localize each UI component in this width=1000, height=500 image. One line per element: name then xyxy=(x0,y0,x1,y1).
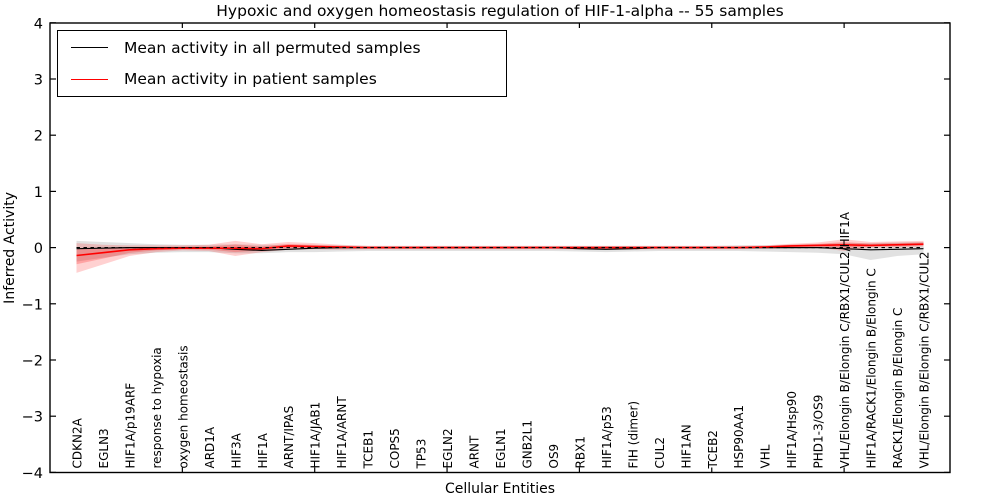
x-category-label: HIF1A/p53 xyxy=(600,406,614,468)
x-category-label: TCEB2 xyxy=(706,430,720,469)
x-category-label: EGLN1 xyxy=(494,428,508,468)
x-category-label: PHD1-3/OS9 xyxy=(812,395,826,469)
chart-title: Hypoxic and oxygen homeostasis regulatio… xyxy=(216,2,784,20)
y-tick-label: 4 xyxy=(34,16,43,32)
legend-item-patient: Mean activity in patient samples xyxy=(58,64,506,94)
y-axis-label-wrap: Inferred Activity xyxy=(1,23,19,473)
patient-mean-line xyxy=(76,243,924,257)
patient-line-swatch xyxy=(71,78,108,80)
patient-range-band xyxy=(76,239,924,273)
x-category-label: HIF1A/RACK1/Elongin B/Elongin C xyxy=(865,268,879,468)
x-category-label: HIF1A/p19ARF xyxy=(123,383,137,469)
x-category-label: VHL/Elongin B/Elongin C/RBX1/CUL2 xyxy=(918,251,932,468)
x-category-label: HIF1A/ARNT xyxy=(335,396,349,469)
legend-label-permuted: Mean activity in all permuted samples xyxy=(124,38,421,57)
x-category-label: RACK1/Elongin B/Elongin C xyxy=(891,308,905,469)
x-category-label: FIH (dimer) xyxy=(626,401,640,469)
x-category-label: ARD1A xyxy=(203,426,217,468)
x-category-label: HIF1A xyxy=(256,432,270,468)
y-tick-label: −3 xyxy=(22,410,43,426)
x-category-label: HIF1A/JAB1 xyxy=(309,402,323,469)
x-category-label: response to hypoxia xyxy=(150,347,164,468)
permuted-line-swatch xyxy=(71,47,108,49)
x-category-label: HIF3A xyxy=(229,432,243,468)
x-category-label: HSP90AA1 xyxy=(732,405,746,469)
x-category-label: TCEB1 xyxy=(362,430,376,469)
x-category-label: GNB2L1 xyxy=(520,420,534,468)
x-category-label: ARNT xyxy=(468,435,482,469)
y-tick-label: 2 xyxy=(34,129,43,145)
y-tick-label: 1 xyxy=(34,185,43,201)
x-category-label: VHL/Elongin B/Elongin C/RBX1/CUL2/HIF1A xyxy=(838,211,852,468)
x-category-label: ARNT/IPAS xyxy=(282,406,296,469)
y-tick-label: −1 xyxy=(22,297,43,313)
y-tick-label: −2 xyxy=(22,354,43,370)
x-category-label: CDKN2A xyxy=(70,417,84,468)
y-tick-label: 0 xyxy=(34,241,43,257)
x-category-label: RBX1 xyxy=(573,436,587,468)
x-category-label: EGLN3 xyxy=(97,428,111,468)
x-category-label: oxygen homeostasis xyxy=(176,345,190,468)
y-axis-label: Inferred Activity xyxy=(2,192,18,304)
y-tick-label: −4 xyxy=(22,466,43,482)
x-category-label: TP53 xyxy=(415,439,429,470)
legend: Mean activity in all permuted samples Me… xyxy=(57,30,507,97)
x-category-label: HIF1AN xyxy=(679,424,693,468)
x-axis-label: Cellular Entities xyxy=(444,481,556,497)
x-category-label: EGLN2 xyxy=(441,428,455,468)
legend-label-patient: Mean activity in patient samples xyxy=(124,70,377,89)
x-category-label: OS9 xyxy=(547,444,561,469)
x-category-label: VHL xyxy=(759,444,773,468)
x-category-label: CUL2 xyxy=(653,437,667,468)
y-tick-label: 3 xyxy=(34,73,43,89)
legend-item-permuted: Mean activity in all permuted samples xyxy=(58,33,506,63)
x-category-label: COPS5 xyxy=(388,428,402,468)
x-category-label: HIF1A/Hsp90 xyxy=(785,391,799,469)
